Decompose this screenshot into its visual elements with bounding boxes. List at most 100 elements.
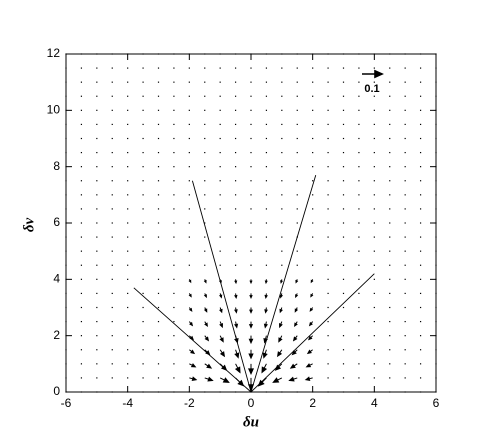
vector-arrow xyxy=(248,349,254,360)
field-dot xyxy=(219,151,221,154)
field-dot xyxy=(80,363,83,365)
field-dot xyxy=(250,151,252,154)
field-dot xyxy=(419,377,422,379)
field-dot xyxy=(173,81,175,83)
vector-arrow xyxy=(279,293,284,299)
vector-arrow xyxy=(294,307,299,313)
field-dot xyxy=(358,81,360,83)
field-dot xyxy=(312,53,314,55)
field-dot xyxy=(157,194,160,196)
field-dot xyxy=(389,264,391,266)
vector-arrow xyxy=(294,321,298,328)
field-dot xyxy=(281,222,283,224)
field-dot xyxy=(265,53,268,55)
field-dot xyxy=(342,194,345,196)
field-dot xyxy=(265,180,268,182)
field-dot xyxy=(435,335,437,337)
field-dot xyxy=(188,264,190,266)
field-dot xyxy=(250,95,252,97)
field-dot xyxy=(373,335,375,337)
field-dot xyxy=(127,123,129,126)
field-dot xyxy=(157,377,160,379)
field-dot xyxy=(127,109,129,111)
field-dot xyxy=(373,391,375,393)
field-dot xyxy=(358,278,360,280)
field-dot xyxy=(142,180,144,182)
field-dot xyxy=(404,194,406,196)
trajectory-line xyxy=(191,180,252,393)
field-dot xyxy=(250,81,252,83)
field-dot xyxy=(188,81,190,83)
field-dot xyxy=(204,250,206,252)
field-dot xyxy=(234,151,237,154)
field-dot xyxy=(265,166,268,168)
vector-arrow xyxy=(306,349,313,355)
field-dot xyxy=(373,349,375,351)
field-dot xyxy=(389,137,391,140)
vector-arrow xyxy=(263,335,268,344)
vector-arrow xyxy=(308,321,314,327)
field-dot xyxy=(127,180,129,182)
y-tick-label: 0 xyxy=(53,384,60,398)
field-dot xyxy=(358,109,360,111)
field-dot xyxy=(80,236,83,238)
vector-arrow xyxy=(219,363,228,371)
field-dot xyxy=(188,67,190,69)
field-dot xyxy=(204,236,206,238)
vector-arrow xyxy=(279,307,283,314)
field-dot xyxy=(265,264,268,266)
vector-arrow xyxy=(295,293,299,299)
field-dot xyxy=(312,208,314,210)
field-dot xyxy=(234,194,237,196)
field-dot xyxy=(342,306,345,309)
field-dot xyxy=(389,377,391,379)
field-dot xyxy=(281,137,283,140)
field-dot xyxy=(265,250,268,252)
field-dot xyxy=(127,349,129,351)
field-dot xyxy=(80,278,83,280)
vector-arrow xyxy=(203,279,207,284)
field-dot xyxy=(142,363,144,365)
field-dot xyxy=(342,278,345,280)
field-dot xyxy=(265,123,268,126)
field-dot xyxy=(281,151,283,154)
field-dot xyxy=(127,236,129,238)
field-dot xyxy=(404,67,406,69)
y-tick-label: 12 xyxy=(47,46,61,60)
field-dot xyxy=(327,151,329,154)
field-dot xyxy=(111,363,113,365)
field-dot xyxy=(96,208,98,210)
field-dot xyxy=(342,151,345,154)
x-tick-label: 2 xyxy=(309,396,316,410)
field-dot xyxy=(373,109,375,111)
field-dot xyxy=(96,363,98,365)
vector-arrow xyxy=(304,376,313,381)
field-dot xyxy=(389,222,391,224)
field-dot xyxy=(404,208,406,210)
field-dot xyxy=(80,250,83,252)
field-dot xyxy=(111,335,113,337)
field-dot xyxy=(234,208,237,210)
x-tick-label: -6 xyxy=(61,396,72,410)
field-dot xyxy=(327,292,329,295)
field-dot xyxy=(111,320,113,323)
field-dot xyxy=(358,180,360,182)
field-dot xyxy=(65,67,67,69)
field-dot xyxy=(96,137,98,140)
field-dot xyxy=(389,123,391,126)
field-dot xyxy=(142,67,144,69)
field-dot xyxy=(142,123,144,126)
field-dot xyxy=(111,123,113,126)
x-tick-label: 0 xyxy=(248,396,255,410)
field-dot xyxy=(65,264,67,266)
field-dot xyxy=(96,222,98,224)
field-dot xyxy=(204,53,206,55)
field-dot xyxy=(142,292,144,295)
field-dot xyxy=(173,264,175,266)
field-dot xyxy=(127,53,129,55)
field-dot xyxy=(327,377,329,379)
field-dot xyxy=(342,67,345,69)
field-dot xyxy=(419,236,422,238)
field-dot xyxy=(327,363,329,365)
